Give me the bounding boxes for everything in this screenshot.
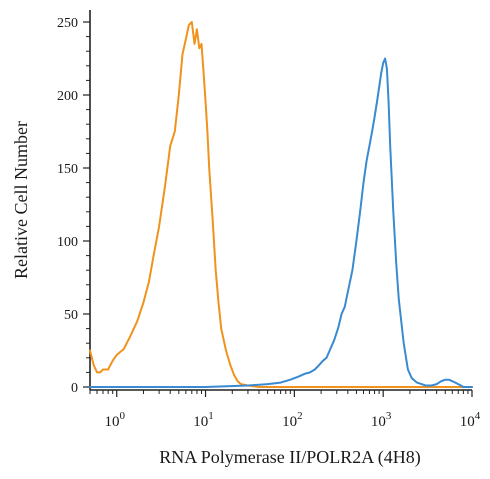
x-tick-label: 102: [282, 410, 303, 430]
y-axis-title: Relative Cell Number: [11, 121, 31, 279]
y-tick-label: 100: [57, 235, 78, 250]
x-tick-label: 104: [460, 410, 481, 430]
x-tick-label: 101: [193, 410, 214, 430]
y-tick-label: 200: [57, 89, 78, 104]
histogram-series-1: [89, 21, 473, 388]
axes-group: [83, 10, 473, 397]
y-tick-label: 0: [71, 381, 78, 396]
x-tick-label: 103: [371, 410, 392, 430]
x-axis-title: RNA Polymerase II/POLR2A (4H8): [159, 447, 420, 468]
y-tick-label: 150: [57, 162, 78, 177]
y-tick-label: 50: [64, 308, 78, 323]
tick-labels-group: 0 50 100 150 200 250 100 101 102 103 104: [57, 16, 481, 430]
y-tick-label: 250: [57, 16, 78, 31]
x-tick-label: 100: [104, 410, 125, 430]
series-group: [89, 21, 473, 388]
histogram-series-2: [89, 57, 473, 388]
